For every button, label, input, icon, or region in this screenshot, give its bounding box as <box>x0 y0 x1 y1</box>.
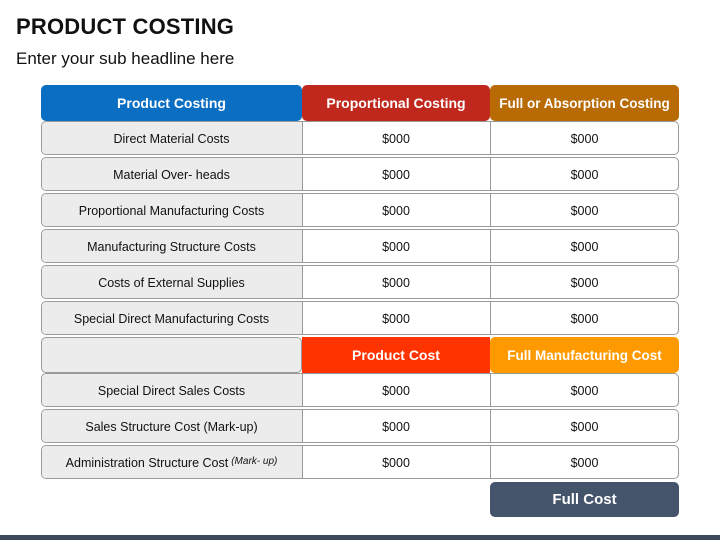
column-divider <box>302 121 303 155</box>
row-label-background <box>42 230 302 262</box>
column-divider <box>302 229 303 263</box>
column-divider <box>302 445 303 479</box>
full-value: $000 <box>570 132 599 146</box>
row-label: Material Over- heads <box>113 168 230 182</box>
full-value: $000 <box>570 384 599 398</box>
column-divider <box>302 157 303 191</box>
product-cost-subtotal: Product Cost <box>302 337 490 373</box>
row-label-background <box>42 374 302 406</box>
column-divider <box>490 157 491 191</box>
column-divider <box>490 229 491 263</box>
column-divider <box>302 301 303 335</box>
row-label: Sales Structure Cost (Mark-up) <box>85 420 258 434</box>
proportional-value: $000 <box>382 204 410 218</box>
full-value: $000 <box>570 312 599 326</box>
column-divider <box>302 409 303 443</box>
proportional-value: $000 <box>382 312 410 326</box>
row-label: Administration Structure Cost <box>65 456 229 470</box>
page-title: PRODUCT COSTING <box>16 14 235 39</box>
proportional-value: $000 <box>382 240 410 254</box>
row-label-with-note: Administration Structure Cost (Mark- up) <box>41 445 302 481</box>
row-label-background <box>42 266 302 298</box>
column-divider <box>490 301 491 335</box>
row-label-background <box>42 410 302 442</box>
row-label: Manufacturing Structure Costs <box>87 240 256 254</box>
header-product-costing: Product Costing <box>41 85 302 121</box>
proportional-value: $000 <box>382 132 410 146</box>
column-divider <box>490 193 491 227</box>
column-divider <box>302 265 303 299</box>
column-divider <box>490 121 491 155</box>
column-divider <box>490 373 491 407</box>
full-value: $000 <box>570 204 599 218</box>
row-label: Special Direct Manufacturing Costs <box>73 312 270 326</box>
row-label: Direct Material Costs <box>113 132 230 146</box>
full-value: $000 <box>570 420 599 434</box>
header-full-absorption-costing: Full or Absorption Costing <box>490 85 679 121</box>
proportional-value: $000 <box>382 276 410 290</box>
full-value: $000 <box>570 276 599 290</box>
full-manufacturing-cost-subtotal: Full Manufacturing Cost <box>490 337 679 373</box>
full-value: $000 <box>570 168 599 182</box>
row-label: Proportional Manufacturing Costs <box>78 204 265 218</box>
row-label-background <box>42 194 302 226</box>
header-proportional-costing: Proportional Costing <box>302 85 490 121</box>
column-divider <box>490 265 491 299</box>
column-divider <box>302 193 303 227</box>
subtotal-empty-label <box>41 337 302 373</box>
column-divider <box>490 409 491 443</box>
full-value: $000 <box>570 456 599 470</box>
row-label: Special Direct Sales Costs <box>97 384 246 398</box>
full-cost-total: Full Cost <box>490 482 679 517</box>
column-divider <box>490 445 491 479</box>
proportional-value: $000 <box>382 456 410 470</box>
proportional-value: $000 <box>382 420 410 434</box>
row-label-background <box>42 158 302 190</box>
row-label-background <box>42 446 302 478</box>
page-subtitle: Enter your sub headline here <box>16 49 235 68</box>
row-label-background <box>42 302 302 334</box>
proportional-value: $000 <box>382 384 410 398</box>
row-label-background <box>42 122 302 154</box>
row-label: Costs of External Supplies <box>98 276 245 290</box>
footer-bar <box>0 535 720 540</box>
row-label-note: (Mark- up) <box>231 455 278 467</box>
column-divider <box>302 373 303 407</box>
proportional-value: $000 <box>382 168 410 182</box>
full-value: $000 <box>570 240 599 254</box>
